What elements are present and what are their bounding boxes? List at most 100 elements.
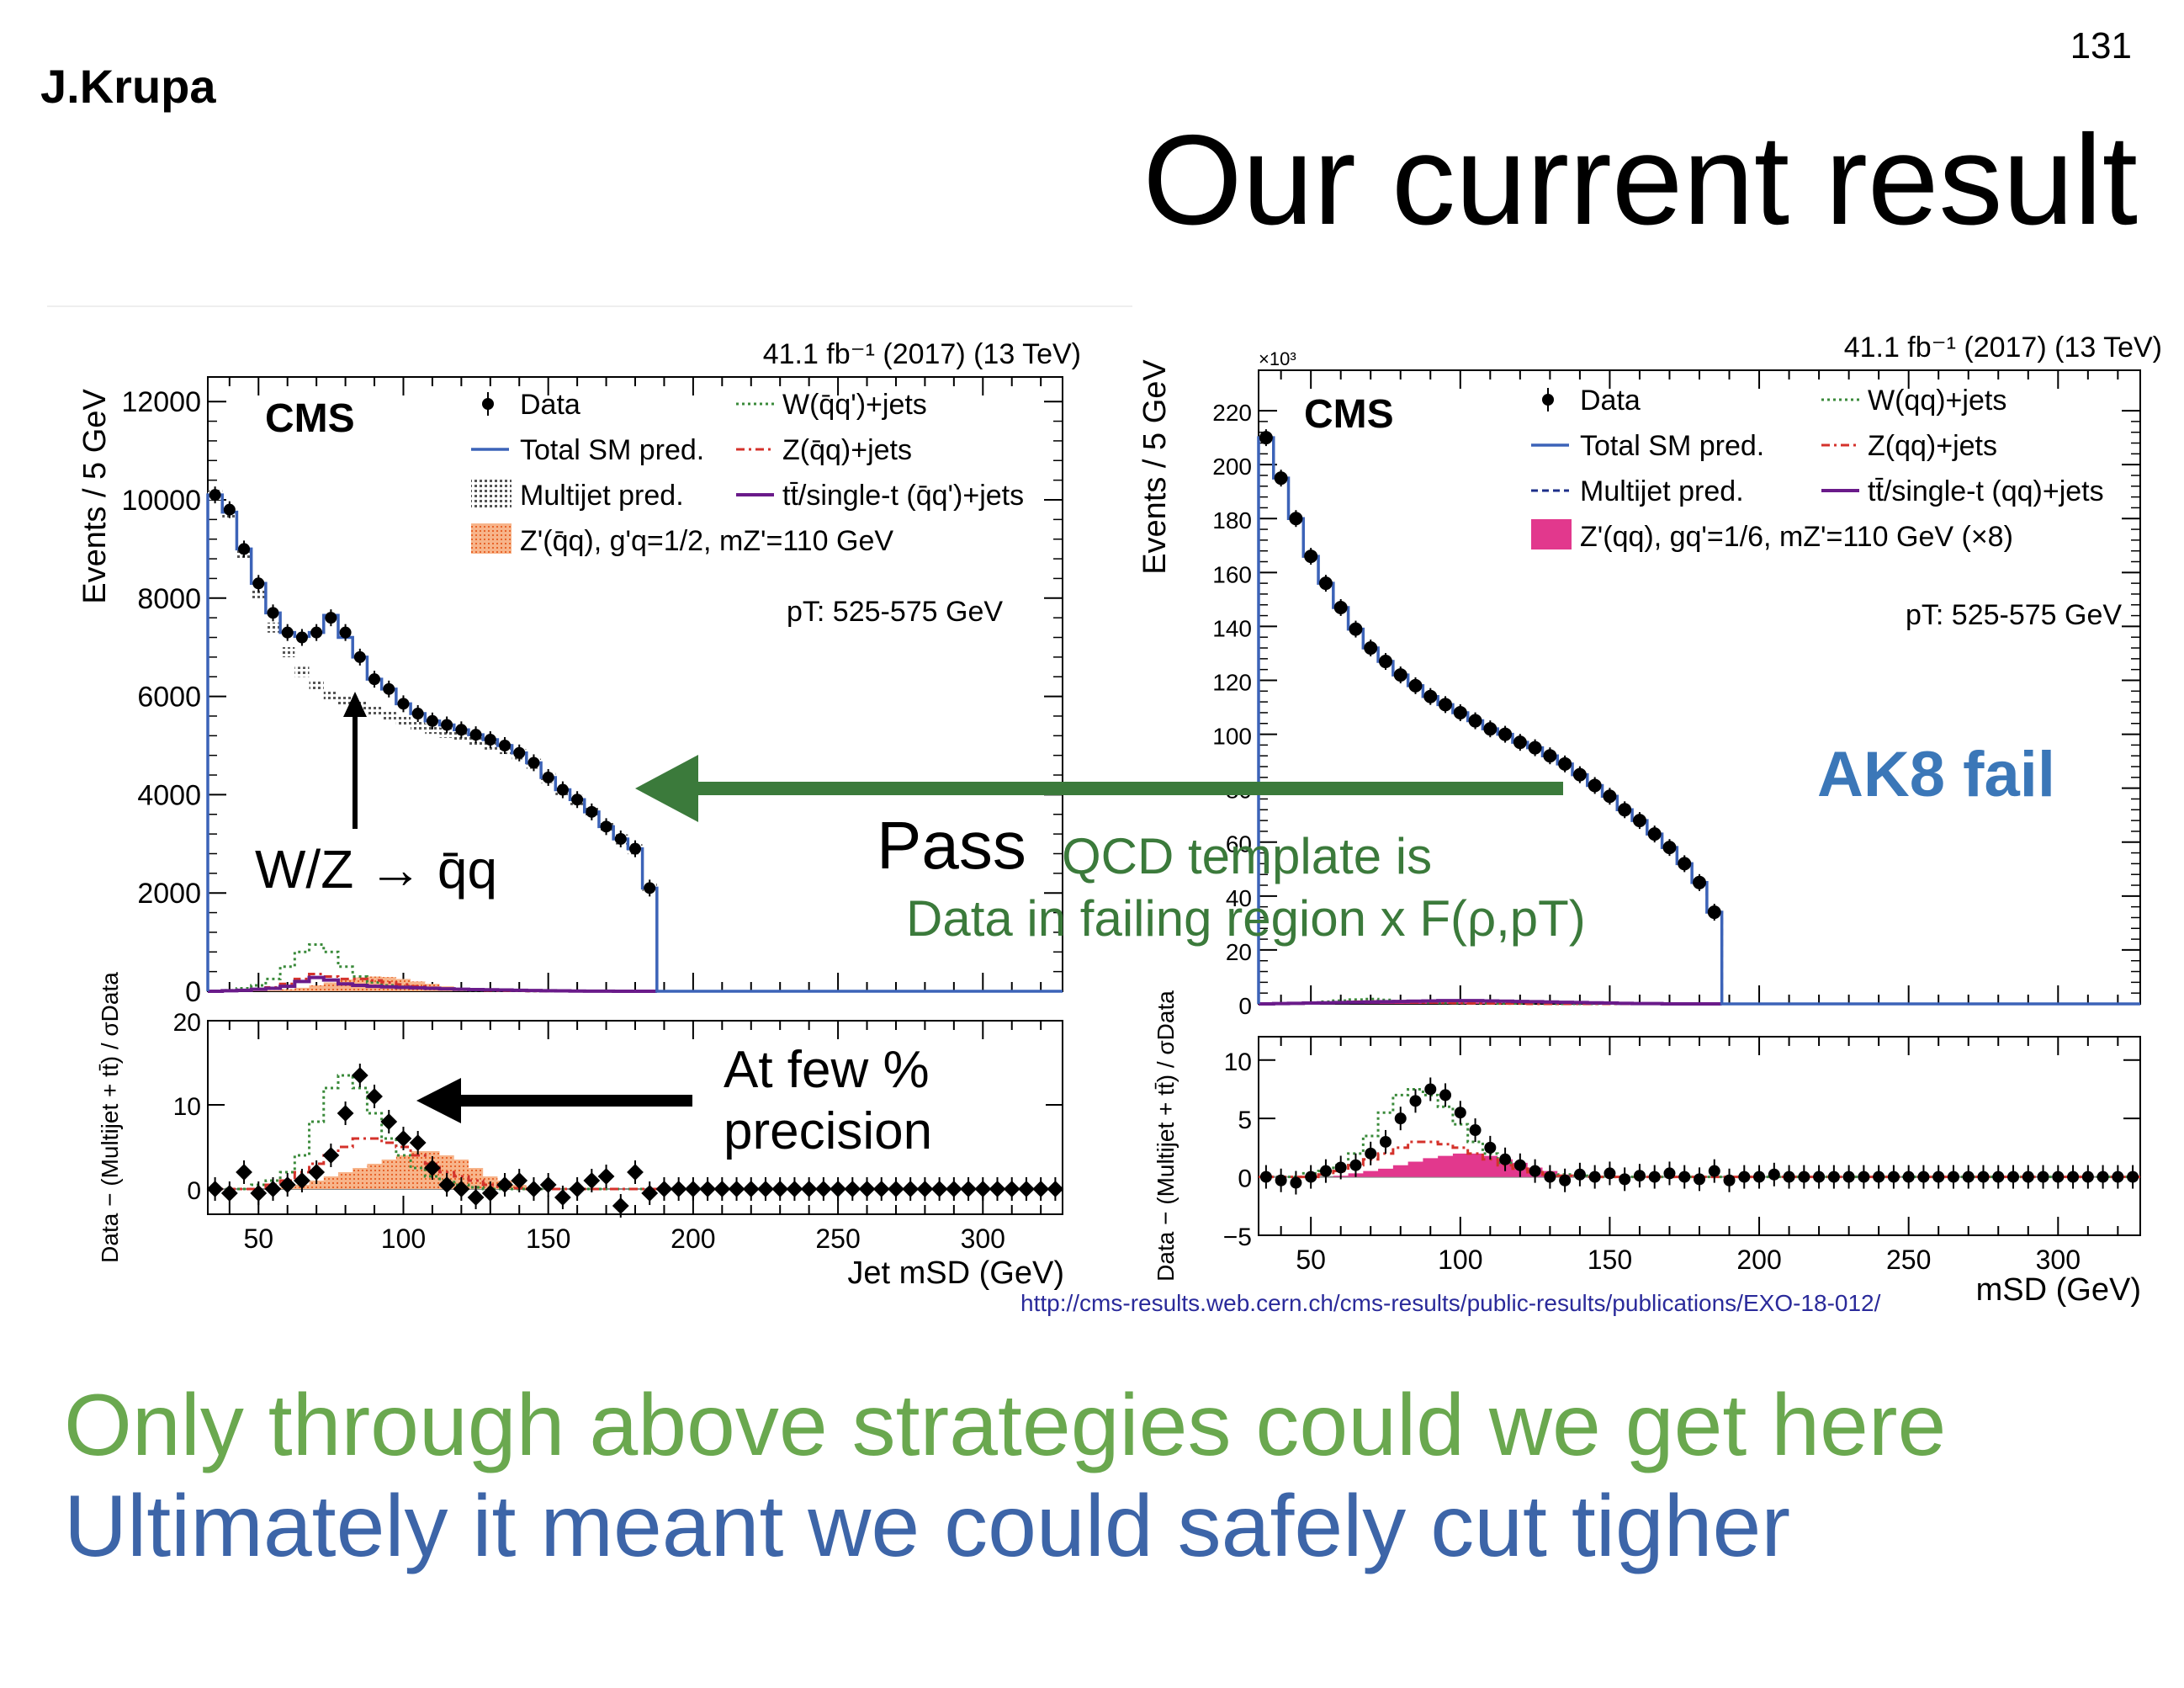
- author-name: J.Krupa: [40, 60, 216, 113]
- ratio-point: [1544, 1170, 1556, 1183]
- data-point: [252, 577, 265, 590]
- ratio-point: [1917, 1170, 1930, 1183]
- x-tick-label: 200: [671, 1224, 715, 1254]
- multijet-band: [309, 681, 324, 692]
- qcd-label-line-2: Data in failing region x F(ρ,pT): [906, 890, 1586, 947]
- ratio-point: [481, 1185, 499, 1202]
- y-exponent-label: ×10³: [1259, 348, 1296, 369]
- ratio-point: [872, 1181, 890, 1197]
- ratio-point: [1663, 1167, 1676, 1180]
- multijet-band: [251, 587, 266, 598]
- ratio-point: [1349, 1159, 1362, 1171]
- ratio-point: [1305, 1170, 1317, 1183]
- ratio-point: [1275, 1174, 1287, 1186]
- legend-multijet-swatch: [471, 478, 512, 508]
- data-point: [499, 740, 512, 751]
- data-point: [223, 503, 236, 516]
- legend-label: Z'(qq), gq'=1/6, mZ'=110 GeV (×8): [1580, 521, 2013, 553]
- data-point: [1528, 740, 1542, 755]
- data-point: [469, 729, 482, 741]
- legend-label: W(qq)+jets: [1868, 385, 2006, 417]
- data-point: [339, 626, 352, 639]
- ratio-point: [1813, 1170, 1826, 1183]
- left-chart: 41.1 fb⁻¹ (2017) (13 TeV) CMS pT: 525-575 …: [77, 338, 1081, 1291]
- legend-label: Data: [520, 389, 580, 421]
- ratio-point: [322, 1147, 340, 1164]
- ratio-point: [627, 1164, 644, 1181]
- ratio-point: [1798, 1170, 1810, 1183]
- data-point: [426, 714, 438, 727]
- x-tick-label: 300: [961, 1224, 1005, 1254]
- cms-label: CMS: [1304, 392, 1394, 437]
- data-point: [1543, 749, 1557, 763]
- multijet-band: [280, 647, 295, 658]
- ratio-point: [2127, 1170, 2139, 1183]
- ratio-point: [554, 1189, 571, 1206]
- multijet-band: [367, 706, 382, 717]
- ratio-frame: [1258, 1036, 2141, 1236]
- legend-label: Data: [1580, 385, 1641, 417]
- data-point: [441, 719, 453, 731]
- data-point: [1393, 668, 1407, 682]
- data-point: [527, 756, 540, 769]
- ratio-point: [1394, 1112, 1407, 1125]
- ratio-point: [539, 1176, 557, 1193]
- ratio-point: [713, 1181, 731, 1197]
- data-point: [484, 733, 496, 746]
- x-tick-label: 250: [1886, 1245, 1931, 1275]
- ratio-point: [757, 1181, 774, 1197]
- ratio-point: [1992, 1170, 2005, 1183]
- data-point: [295, 631, 308, 644]
- ratio-point: [641, 1185, 659, 1202]
- data-point: [542, 771, 554, 783]
- selection-label: pT: 525-575 GeV: [787, 596, 1003, 628]
- x-tick-label: 150: [526, 1224, 570, 1254]
- y-tick-label: 100: [1212, 724, 1252, 750]
- y-tick-label: 4000: [137, 779, 201, 811]
- ratio-point: [250, 1185, 268, 1202]
- data-point: [513, 746, 526, 759]
- y-axis-label: Events / 5 GeV: [1137, 359, 1173, 575]
- y-tick-label: 0: [185, 976, 201, 1008]
- cms-label: CMS: [265, 396, 355, 441]
- ratio-point: [409, 1134, 427, 1151]
- ratio-point: [888, 1181, 904, 1197]
- legend-label: tt̄/single-t (q̄q')+jets: [782, 480, 1024, 512]
- data-point: [1513, 735, 1527, 750]
- ratio-point: [1678, 1170, 1691, 1183]
- y-tick-label: 180: [1212, 507, 1252, 533]
- ratio-point: [1738, 1170, 1751, 1183]
- data-point: [310, 626, 323, 639]
- ratio-point: [1768, 1168, 1780, 1181]
- ratio-y-tick-label: 10: [1224, 1048, 1252, 1076]
- multijet-band: [323, 691, 338, 702]
- ratio-point: [1648, 1170, 1661, 1183]
- legend-label: tt̄/single-t (qq)+jets: [1868, 475, 2104, 507]
- data-point: [629, 842, 641, 855]
- data-point: [209, 489, 221, 502]
- ratio-y-tick-label: −5: [1223, 1224, 1252, 1251]
- ratio-point: [467, 1189, 485, 1206]
- ratio-point: [2112, 1170, 2124, 1183]
- y-tick-label: 120: [1212, 669, 1252, 695]
- ratio-signal-fill: [208, 1151, 1063, 1189]
- data-point: [455, 724, 468, 736]
- multijet-band: [265, 622, 281, 633]
- legend-signal-swatch: [1531, 519, 1572, 549]
- ratio-point: [1439, 1089, 1452, 1101]
- ttbar-line: [1259, 999, 1722, 1006]
- legend-label: Multijet pred.: [1580, 475, 1744, 507]
- x-tick-label: 100: [381, 1224, 426, 1254]
- ratio-point: [974, 1181, 992, 1197]
- ratio-point: [1454, 1107, 1466, 1119]
- ratio-point: [1290, 1176, 1302, 1189]
- data-point: [1378, 655, 1392, 669]
- data-point: [1618, 803, 1632, 817]
- ratio-point: [1409, 1095, 1422, 1107]
- source-url: http://cms-results.web.cern.ch/cms-resul…: [1020, 1290, 1881, 1316]
- legend-label: Total SM pred.: [520, 434, 704, 466]
- ratio-point: [1708, 1165, 1720, 1177]
- data-point: [397, 698, 410, 710]
- ratio-w-line: [208, 1074, 1063, 1191]
- ratio-point: [771, 1181, 789, 1197]
